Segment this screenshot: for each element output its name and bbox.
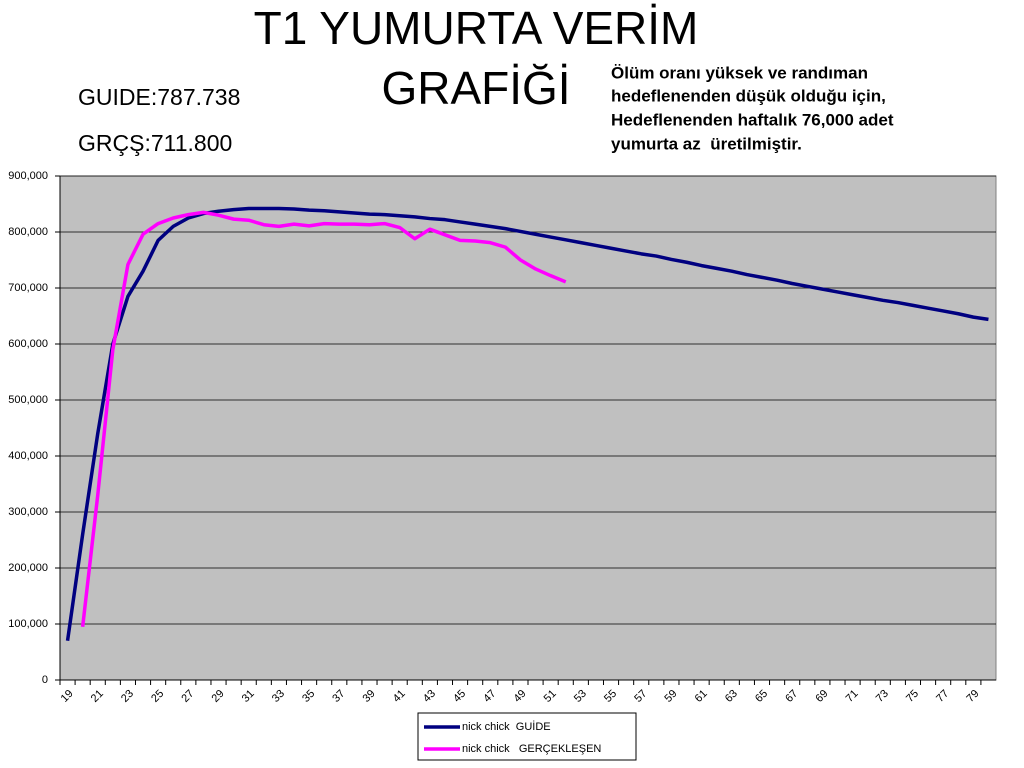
x-tick-label: 67	[783, 688, 800, 705]
y-tick-label: 200,000	[8, 562, 48, 574]
note: Hedeflenenden haftalık 76,000 adet	[611, 110, 894, 129]
annotation: GUIDE:787.738	[78, 84, 240, 110]
x-tick-label: 31	[240, 688, 257, 705]
x-tick-label: 61	[693, 688, 710, 705]
x-tick-label: 57	[632, 688, 649, 705]
x-tick-label: 23	[119, 688, 136, 705]
x-tick-label: 49	[511, 688, 528, 705]
x-tick-label: 39	[361, 688, 378, 705]
x-tick-label: 19	[59, 688, 76, 705]
y-tick-label: 400,000	[8, 450, 48, 462]
x-tick-label: 59	[662, 688, 679, 705]
legend-label: nick chick GERÇEKLEŞEN	[462, 743, 601, 755]
note: Ölüm oranı yüksek ve randıman	[611, 63, 868, 82]
x-tick-label: 21	[89, 688, 106, 705]
x-tick-label: 27	[179, 688, 196, 705]
y-tick-label: 500,000	[8, 394, 48, 406]
x-tick-label: 45	[451, 688, 468, 705]
x-tick-label: 33	[270, 688, 287, 705]
x-tick-label: 43	[421, 688, 438, 705]
note: yumurta az üretilmiştir.	[611, 134, 802, 153]
chart-title: T1 YUMURTA VERİM	[254, 2, 699, 54]
series-line	[80, 210, 567, 627]
annotation: GRÇŞ:711.800	[78, 130, 232, 156]
x-tick-label: 55	[602, 688, 619, 705]
x-tick-label: 65	[753, 688, 770, 705]
x-tick-label: 69	[813, 688, 830, 705]
x-tick-label: 37	[330, 688, 347, 705]
x-tick-label: 41	[391, 688, 408, 705]
y-tick-label: 700,000	[8, 282, 48, 294]
y-tick-label: 0	[42, 674, 48, 686]
y-tick-label: 100,000	[8, 618, 48, 630]
plot-area	[59, 175, 997, 681]
chart-title: GRAFİĞİ	[381, 62, 570, 114]
x-tick-label: 47	[481, 688, 498, 705]
series-line	[65, 206, 989, 642]
x-tick-label: 63	[723, 688, 740, 705]
x-tick-label: 73	[874, 688, 891, 705]
x-tick-label: 79	[964, 688, 981, 705]
y-tick-label: 300,000	[8, 506, 48, 518]
x-tick-label: 29	[210, 688, 227, 705]
note: hedeflenenden düşük olduğu için,	[611, 86, 886, 105]
legend-label: nick chick GUİDE	[462, 720, 551, 733]
y-tick-label: 800,000	[8, 226, 48, 238]
x-tick-label: 25	[149, 688, 166, 705]
x-tick-label: 75	[904, 688, 921, 705]
x-tick-label: 71	[844, 688, 861, 705]
y-tick-label: 600,000	[8, 338, 48, 350]
legend	[417, 712, 637, 761]
x-tick-label: 51	[542, 688, 559, 705]
x-tick-label: 35	[300, 688, 317, 705]
x-tick-label: 53	[572, 688, 589, 705]
x-tick-label: 77	[934, 688, 951, 705]
y-tick-label: 900,000	[8, 170, 48, 182]
